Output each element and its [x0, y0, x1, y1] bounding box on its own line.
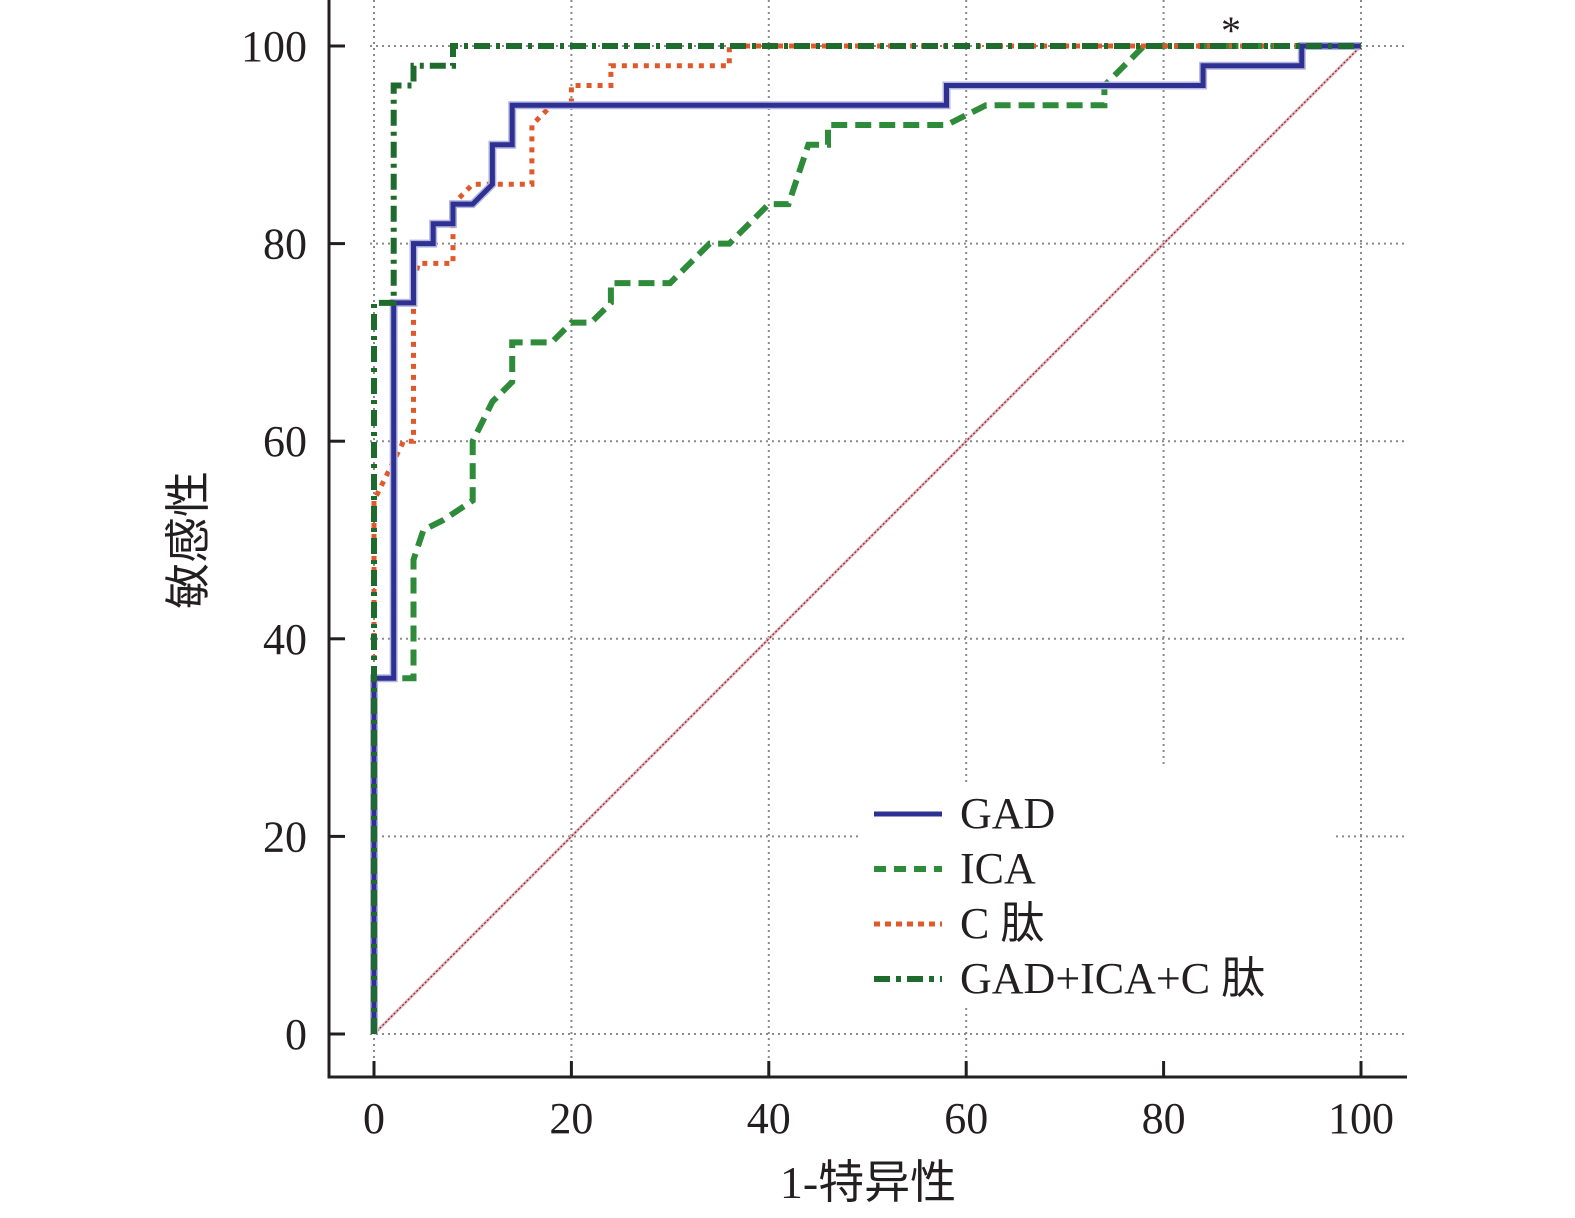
x-tick-label: 40 [747, 1094, 791, 1143]
significance-asterisk: * [1221, 8, 1241, 53]
x-ticks: 0 20 40 60 80 100 [363, 1061, 1394, 1143]
x-tick-label: 100 [1328, 1094, 1394, 1143]
legend-item-gad: GAD [874, 789, 1055, 838]
y-tick-label: 40 [263, 615, 307, 664]
y-tick-label: 0 [285, 1010, 307, 1059]
legend-item-c-peptide: C 肽 [874, 899, 1044, 948]
y-ticks: 0 20 40 60 80 100 [241, 22, 345, 1059]
series-line-gad [371, 43, 1361, 1034]
series-line-combined [371, 43, 1361, 1034]
x-axis-title: 1-特异性 [780, 1157, 956, 1208]
legend: GAD ICA C 肽 GAD+ICA+C 肽 [862, 782, 1332, 1004]
legend-label-gad: GAD [960, 789, 1055, 838]
y-tick-label: 60 [263, 417, 307, 466]
series-group [370, 42, 1361, 1034]
x-tick-label: 0 [363, 1094, 385, 1143]
y-tick-label: 20 [263, 812, 307, 861]
x-tick-label: 60 [944, 1094, 988, 1143]
y-axis-title: 敏感性 [163, 471, 214, 609]
legend-background [862, 782, 1332, 1004]
y-tick-label: 80 [263, 220, 307, 269]
legend-item-ica: ICA [874, 844, 1036, 893]
y-tick-label: 100 [241, 22, 307, 71]
series-line-c-peptide [371, 43, 1361, 1034]
legend-item-combined: GAD+ICA+C 肽 [874, 954, 1265, 1003]
reference-diagonal [373, 45, 1362, 1035]
legend-label-ica: ICA [960, 844, 1036, 893]
reference-line-group [372, 44, 1363, 1036]
legend-label-c-peptide: C 肽 [960, 899, 1044, 948]
x-tick-label: 20 [549, 1094, 593, 1143]
series-line-ica [371, 43, 1361, 1034]
x-tick-label: 80 [1142, 1094, 1186, 1143]
legend-label-combined: GAD+ICA+C 肽 [960, 954, 1265, 1003]
